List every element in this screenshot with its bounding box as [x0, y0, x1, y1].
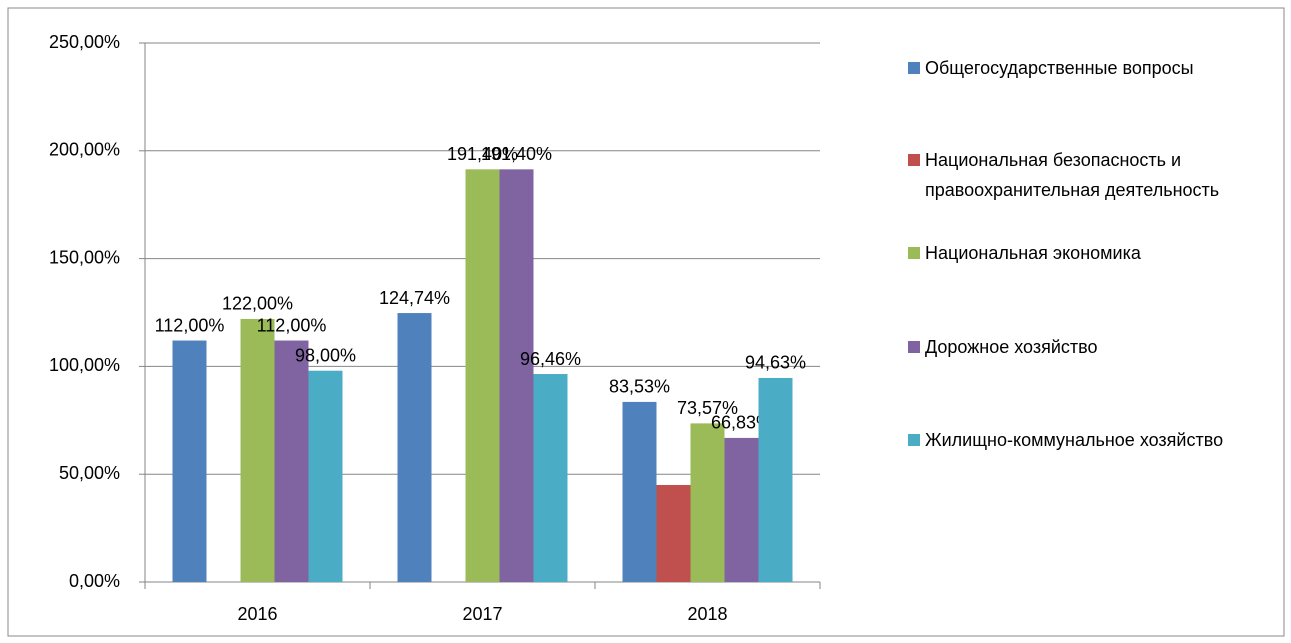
x-tick-label: 2017	[462, 604, 502, 624]
y-tick-label: 150,00%	[49, 247, 120, 267]
bar	[274, 340, 309, 582]
data-label: 191,40%	[447, 144, 518, 164]
bar	[758, 377, 793, 582]
bar	[533, 374, 568, 582]
x-tick-label: 2018	[687, 604, 727, 624]
data-label: 112,00%	[155, 315, 225, 335]
data-label: 66,83%	[711, 413, 772, 433]
data-label: 96,46%	[520, 349, 581, 369]
y-tick-label: 100,00%	[49, 355, 120, 375]
y-tick-label: 50,00%	[59, 463, 120, 483]
data-label: 98,00%	[295, 345, 356, 365]
legend-label: Дорожное хозяйство	[925, 337, 1098, 357]
bar	[465, 169, 500, 582]
legend-item: Национальная безопасность и правоохранит…	[908, 145, 1291, 205]
legend-swatch	[908, 341, 920, 353]
bar	[499, 169, 534, 582]
data-label: 94,63%	[745, 353, 806, 373]
x-tick-label: 2016	[237, 604, 277, 624]
legend-item: Дорожное хозяйство	[908, 332, 1291, 362]
bar	[308, 370, 343, 582]
y-tick-label: 250,00%	[49, 32, 120, 52]
data-label: 191,40%	[481, 144, 552, 164]
legend-swatch	[908, 154, 920, 166]
legend-item: Общегосударственные вопросы	[908, 53, 1291, 83]
legend-swatch	[908, 434, 920, 446]
bar	[724, 437, 759, 582]
bar	[690, 423, 725, 582]
data-label: 122,00%	[222, 294, 293, 314]
bar	[240, 318, 275, 582]
data-label: 73,57%	[677, 398, 738, 418]
legend-label: Общегосударственные вопросы	[925, 58, 1194, 78]
data-label: 124,74%	[379, 288, 450, 308]
bar	[172, 340, 207, 582]
legend-swatch	[908, 62, 920, 74]
legend-label: Национальная безопасность и правоохранит…	[925, 150, 1220, 200]
legend-swatch	[908, 247, 920, 259]
y-tick-label: 0,00%	[69, 571, 120, 591]
bar	[622, 401, 657, 582]
legend-item: Жилищно-коммунальное хозяйство	[908, 425, 1291, 455]
bar	[397, 313, 432, 582]
legend-label: Жилищно-коммунальное хозяйство	[925, 430, 1224, 450]
data-label: 112,00%	[257, 315, 327, 335]
legend-label: Национальная экономика	[925, 243, 1141, 263]
bar	[656, 484, 691, 582]
y-tick-label: 200,00%	[49, 140, 120, 160]
legend-item: Национальная экономика	[908, 238, 1291, 268]
data-label: 83,53%	[609, 377, 670, 397]
